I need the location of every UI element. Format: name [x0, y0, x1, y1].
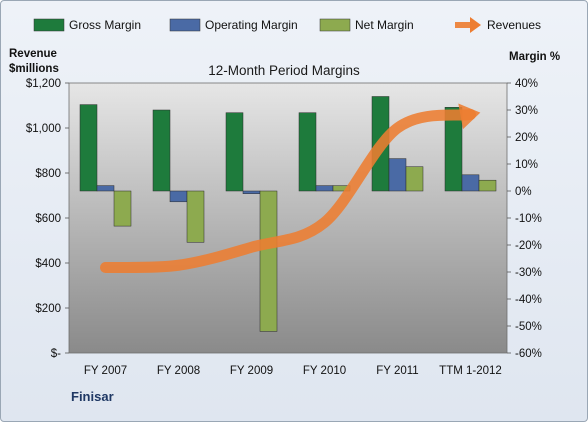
right-tick-label: 40%: [515, 78, 538, 90]
legend-gross-margin-swatch: [34, 19, 64, 31]
net-margin-bar: [187, 191, 204, 242]
chart-title: 12-Month Period Margins: [208, 63, 360, 78]
right-tick-label: 0%: [515, 186, 532, 198]
gross-margin-bar: [80, 105, 97, 191]
net-margin-bar: [260, 191, 277, 331]
left-tick-label: $600: [35, 213, 61, 225]
legend-operating-margin-swatch: [170, 19, 200, 31]
legend-label: Gross Margin: [69, 18, 141, 32]
net-margin-bar: [479, 180, 496, 191]
category-label: FY 2009: [230, 365, 273, 377]
left-tick-label: $400: [35, 258, 61, 270]
right-tick-label: 30%: [515, 105, 538, 117]
operating-margin-bar: [389, 159, 406, 191]
right-tick-label: -50%: [515, 321, 542, 333]
category-label: FY 2011: [376, 365, 418, 377]
left-tick-label: $200: [35, 303, 61, 315]
legend-label: Operating Margin: [205, 18, 298, 32]
right-tick-label: -40%: [515, 294, 542, 306]
net-margin-bar: [114, 191, 131, 226]
operating-margin-bar: [462, 175, 479, 191]
plot-area: [69, 83, 507, 353]
gross-margin-bar: [153, 110, 170, 191]
category-label: FY 2007: [84, 365, 127, 377]
gross-margin-bar: [226, 113, 243, 191]
right-tick-label: -10%: [515, 213, 542, 225]
right-tick-label: -30%: [515, 267, 542, 279]
right-tick-label: -60%: [515, 348, 542, 360]
right-axis-label: Margin %: [509, 51, 560, 63]
category-label: FY 2008: [157, 365, 200, 377]
category-label: TTM 1-2012: [439, 365, 502, 377]
operating-margin-bar: [170, 191, 187, 202]
left-tick-label: $-: [51, 348, 61, 360]
company-name: Finisar: [71, 389, 114, 404]
operating-margin-bar: [316, 186, 333, 191]
category-label: FY 2010: [303, 365, 346, 377]
left-axis-label-line2: $millions: [9, 63, 59, 75]
left-tick-label: $1,200: [26, 78, 61, 90]
net-margin-bar: [406, 167, 423, 191]
operating-margin-bar: [243, 191, 260, 194]
legend-label: Revenues: [487, 18, 541, 32]
legend-net-margin-swatch: [320, 19, 350, 31]
right-tick-label: -20%: [515, 240, 542, 252]
gross-margin-bar: [299, 113, 316, 191]
left-tick-label: $800: [35, 168, 61, 180]
left-axis-label-line1: Revenue: [9, 48, 57, 60]
right-tick-label: 10%: [515, 159, 538, 171]
right-tick-label: 20%: [515, 132, 538, 144]
legend-label: Net Margin: [355, 18, 414, 32]
operating-margin-bar: [97, 186, 114, 191]
left-tick-label: $1,000: [26, 123, 61, 135]
legend-arrow-icon: [470, 17, 481, 33]
